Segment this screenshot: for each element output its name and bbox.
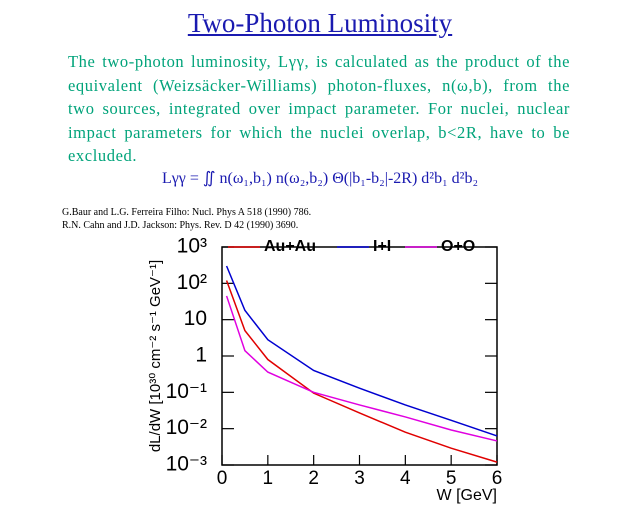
y-tick-label: 10⁻³ bbox=[166, 453, 207, 476]
y-tick-label: 10⁻¹ bbox=[166, 380, 207, 403]
references: G.Baur and L.G. Ferreira Filho: Nucl. Ph… bbox=[62, 206, 311, 232]
y-axis-label: dL/dW [10³⁰ cm⁻² s⁻¹ GeV⁻¹] bbox=[147, 260, 164, 452]
y-tick-label: 10² bbox=[177, 271, 207, 294]
x-tick-label: 4 bbox=[400, 468, 411, 489]
slide-title: Two-Photon Luminosity bbox=[187, 8, 453, 38]
formula: Lγγ = ∬ n(ω₁,b₁) n(ω₂,b₂) Θ(|b₁-b₂|-2R) … bbox=[161, 170, 479, 187]
x-tick-label: 6 bbox=[492, 468, 503, 489]
y-tick-label: 1 bbox=[195, 344, 207, 367]
paragraph: The two-photon luminosity, Lγγ, is calcu… bbox=[68, 52, 570, 165]
legend-label: Au+Au bbox=[264, 238, 316, 255]
x-tick-label: 0 bbox=[217, 468, 228, 489]
x-axis-label: W [GeV] bbox=[437, 487, 497, 504]
legend-label: O+O bbox=[441, 238, 475, 255]
plot-frame bbox=[221, 246, 498, 466]
series-line bbox=[225, 280, 498, 463]
y-tick-label: 10³ bbox=[177, 235, 207, 258]
series-line bbox=[225, 295, 498, 442]
x-tick-label: 5 bbox=[446, 468, 457, 489]
x-tick-label: 2 bbox=[308, 468, 319, 489]
reference: G.Baur and L.G. Ferreira Filho: Nucl. Ph… bbox=[62, 207, 312, 218]
x-tick-label: 1 bbox=[263, 468, 274, 489]
y-tick-label: 10⁻² bbox=[166, 416, 207, 439]
legend-label: I+I bbox=[373, 238, 391, 255]
x-tick-label: 3 bbox=[354, 468, 365, 489]
y-tick-label: 10 bbox=[184, 307, 207, 330]
series-line bbox=[225, 265, 498, 437]
reference: R.N. Cahn and J.D. Jackson: Phys. Rev. D… bbox=[62, 220, 299, 231]
